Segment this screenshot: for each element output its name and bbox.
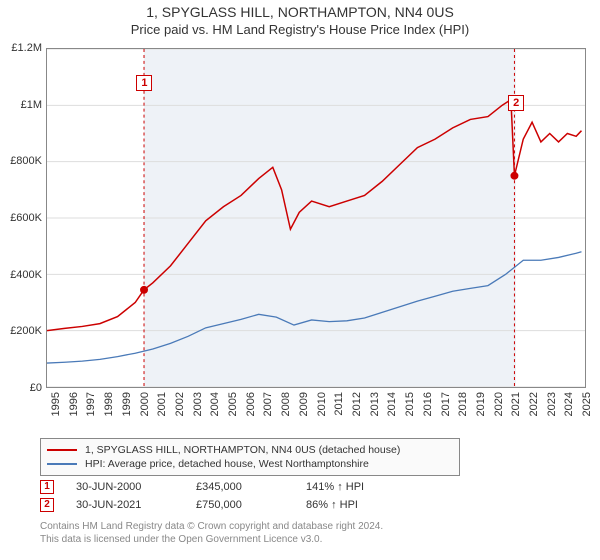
x-tick-label: 2005	[227, 392, 239, 416]
chart-container: 1, SPYGLASS HILL, NORTHAMPTON, NN4 0US P…	[0, 0, 600, 560]
legend-swatch	[47, 463, 77, 465]
footer-line-2: This data is licensed under the Open Gov…	[40, 533, 383, 546]
x-axis: 1995 1996 1997 1998 1999 2000 2001 2002 2003 2004…	[46, 388, 586, 436]
x-tick-label: 2010	[316, 392, 328, 416]
x-tick-label: 2011	[333, 392, 345, 416]
x-tick-label: 1998	[103, 392, 115, 416]
x-tick-label: 2001	[156, 392, 168, 416]
x-tick-label: 2006	[245, 392, 257, 416]
x-tick-label: 2000	[139, 392, 151, 416]
x-tick-label: 2016	[422, 392, 434, 416]
y-tick-label: £1M	[21, 99, 42, 111]
transaction-table: 1 30-JUN-2000£345,000141% ↑ HPI 2 30-JUN-20…	[40, 478, 416, 514]
chart-title: 1, SPYGLASS HILL, NORTHAMPTON, NN4 0US	[0, 4, 600, 20]
x-tick-label: 2021	[510, 392, 522, 416]
legend-row: 1, SPYGLASS HILL, NORTHAMPTON, NN4 0US (…	[47, 443, 453, 457]
y-tick-label: £400K	[10, 269, 42, 281]
tx-pct: 86% ↑ HPI	[306, 499, 416, 511]
x-tick-label: 2002	[174, 392, 186, 416]
legend-label: HPI: Average price, detached house, West…	[85, 458, 369, 470]
x-tick-label: 1999	[121, 392, 133, 416]
tx-date: 30-JUN-2021	[76, 499, 196, 511]
title-block: 1, SPYGLASS HILL, NORTHAMPTON, NN4 0US P…	[0, 0, 600, 37]
chart-svg	[47, 49, 585, 387]
tx-price: £750,000	[196, 499, 306, 511]
transaction-row: 2 30-JUN-2021£750,00086% ↑ HPI	[40, 496, 416, 514]
series-price_paid	[47, 100, 581, 331]
y-tick-label: £600K	[10, 212, 42, 224]
footer-line-1: Contains HM Land Registry data © Crown c…	[40, 520, 383, 533]
x-tick-label: 2009	[298, 392, 310, 416]
y-tick-label: £800K	[10, 155, 42, 167]
x-tick-label: 2008	[280, 392, 292, 416]
plot-area: 12	[46, 48, 586, 388]
series-hpi	[47, 252, 581, 363]
legend-label: 1, SPYGLASS HILL, NORTHAMPTON, NN4 0US (…	[85, 444, 400, 456]
x-tick-label: 2025	[581, 392, 593, 416]
x-tick-label: 2023	[546, 392, 558, 416]
y-tick-label: £200K	[10, 325, 42, 337]
x-tick-label: 1997	[85, 392, 97, 416]
x-tick-label: 2007	[262, 392, 274, 416]
x-tick-label: 1995	[50, 392, 62, 416]
x-tick-label: 2015	[404, 392, 416, 416]
legend-swatch	[47, 449, 77, 451]
x-tick-label: 2022	[528, 392, 540, 416]
x-tick-label: 2012	[351, 392, 363, 416]
tx-pct: 141% ↑ HPI	[306, 481, 416, 493]
tx-marker: 2	[40, 498, 54, 512]
x-tick-label: 2018	[457, 392, 469, 416]
x-tick-label: 2017	[440, 392, 452, 416]
y-tick-label: £0	[30, 382, 42, 394]
chart-subtitle: Price paid vs. HM Land Registry's House …	[0, 22, 600, 37]
x-tick-label: 2003	[192, 392, 204, 416]
legend-row: HPI: Average price, detached house, West…	[47, 457, 453, 471]
tx-price: £345,000	[196, 481, 306, 493]
x-tick-label: 2013	[369, 392, 381, 416]
x-tick-label: 2024	[563, 392, 575, 416]
footer-attribution: Contains HM Land Registry data © Crown c…	[40, 520, 383, 546]
transaction-row: 1 30-JUN-2000£345,000141% ↑ HPI	[40, 478, 416, 496]
marker-box-2: 2	[508, 95, 524, 111]
tx-marker: 1	[40, 480, 54, 494]
y-axis: £0£200K£400K£600K£800K£1M£1.2M	[0, 48, 46, 388]
x-tick-label: 2019	[475, 392, 487, 416]
tx-date: 30-JUN-2000	[76, 481, 196, 493]
x-tick-label: 1996	[68, 392, 80, 416]
y-tick-label: £1.2M	[11, 42, 42, 54]
x-tick-label: 2020	[493, 392, 505, 416]
x-tick-label: 2004	[209, 392, 221, 416]
marker-box-1: 1	[136, 75, 152, 91]
legend: 1, SPYGLASS HILL, NORTHAMPTON, NN4 0US (…	[40, 438, 460, 476]
x-tick-label: 2014	[386, 392, 398, 416]
